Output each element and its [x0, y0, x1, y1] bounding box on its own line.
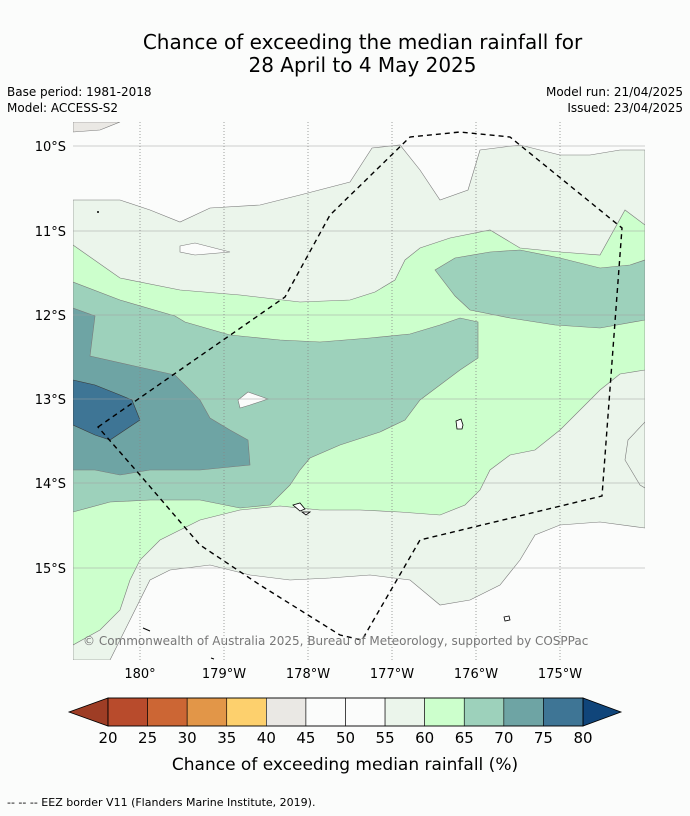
island-outline [300, 511, 312, 516]
lon-label: 180° [124, 667, 155, 682]
meta-right: Model run: 21/04/2025 Issued: 23/04/2025 [546, 84, 683, 116]
lat-labels: 10°S 11°S 12°S 13°S 14°S 15°S [35, 140, 66, 577]
lon-label: 178°W [286, 667, 330, 682]
colorbar-cell [305, 697, 346, 727]
colorbar-cell [147, 697, 188, 727]
colorbar-label: Chance of exceeding median rainfall (%) [172, 755, 518, 775]
region-50-55-island [237, 391, 269, 409]
island-dot [97, 211, 99, 213]
colorbar-cell [266, 697, 307, 727]
colorbar-tick-label: 65 [455, 729, 474, 747]
colorbar-tick-label: 25 [138, 729, 157, 747]
colorbar-cell [384, 697, 425, 727]
lat-label: 10°S [35, 140, 66, 155]
island-outline [142, 627, 151, 632]
colorbar-tick-label: 80 [573, 729, 592, 747]
eez-legend: -- -- -- EEZ border V11 (Flanders Marine… [7, 796, 316, 809]
colorbar-cell [107, 697, 148, 727]
colorbar-over-arrow [582, 697, 623, 727]
model-name: Model: ACCESS-S2 [7, 101, 119, 115]
colorbar-tick-label: 45 [296, 729, 315, 747]
island-outline [292, 502, 306, 512]
region-50-55-patch [179, 242, 231, 256]
lon-label: 175°W [538, 667, 582, 682]
title-line-1: Chance of exceeding the median rainfall … [142, 30, 583, 54]
map-area: © Commonwealth of Australia 2025, Bureau… [73, 122, 645, 660]
colorbar-under-arrow [67, 697, 109, 727]
chart-title: Chance of exceeding the median rainfall … [0, 31, 690, 77]
colorbar-tick-label: 40 [257, 729, 276, 747]
colorbar-cell [503, 697, 544, 727]
colorbar-cell [424, 697, 465, 727]
colorbar-cell [345, 697, 386, 727]
lon-label: 177°W [370, 667, 414, 682]
lat-label: 12°S [35, 309, 66, 324]
colorbar-cell [463, 697, 505, 727]
colorbar-tick-label: 75 [534, 729, 553, 747]
colorbar-tick-label: 50 [336, 729, 355, 747]
model-run: Model run: 21/04/2025 [545, 85, 683, 99]
lat-label: 11°S [35, 225, 66, 240]
colorbar-cell [226, 697, 267, 727]
island-outline [210, 657, 215, 660]
lat-label: 15°S [35, 562, 66, 577]
copyright-notice: © Commonwealth of Australia 2025, Bureau… [83, 634, 588, 648]
colorbar-tick-label: 55 [376, 729, 395, 747]
colorbar-tick-label: 70 [494, 729, 513, 747]
region-55-60-right [624, 421, 645, 489]
region-65-70-east [434, 249, 645, 329]
title-line-2: 28 April to 4 May 2025 [248, 53, 477, 77]
base-period: Base period: 1981-2018 [7, 85, 152, 99]
lon-labels: 180° 179°W 178°W 177°W 176°W 175°W [124, 667, 582, 682]
eez-border [96, 131, 623, 641]
colorbar-tick-label: 20 [98, 729, 117, 747]
region-75-80 [73, 379, 141, 441]
colorbar-cell [186, 697, 228, 727]
colorbar-tick-label: 30 [178, 729, 197, 747]
meta-left: Base period: 1981-2018 Model: ACCESS-S2 [7, 84, 152, 116]
lat-gridlines [73, 145, 645, 569]
colorbar-cell [543, 697, 584, 727]
issued-date: Issued: 23/04/2025 [567, 101, 683, 115]
colorbar-tick-label: 60 [415, 729, 434, 747]
colorbar-tick-label: 35 [217, 729, 236, 747]
island-outline [503, 615, 511, 622]
lon-label: 176°W [454, 667, 498, 682]
lat-label: 13°S [35, 393, 66, 408]
colorbar: 20 25 30 35 40 45 50 55 60 65 70 75 80 Chance of exc… [67, 697, 623, 775]
lat-label: 14°S [35, 477, 66, 492]
colorbar-frame [107, 697, 584, 727]
lon-label: 179°W [202, 667, 246, 682]
island-outline [455, 418, 464, 430]
region-45-50 [73, 122, 121, 133]
